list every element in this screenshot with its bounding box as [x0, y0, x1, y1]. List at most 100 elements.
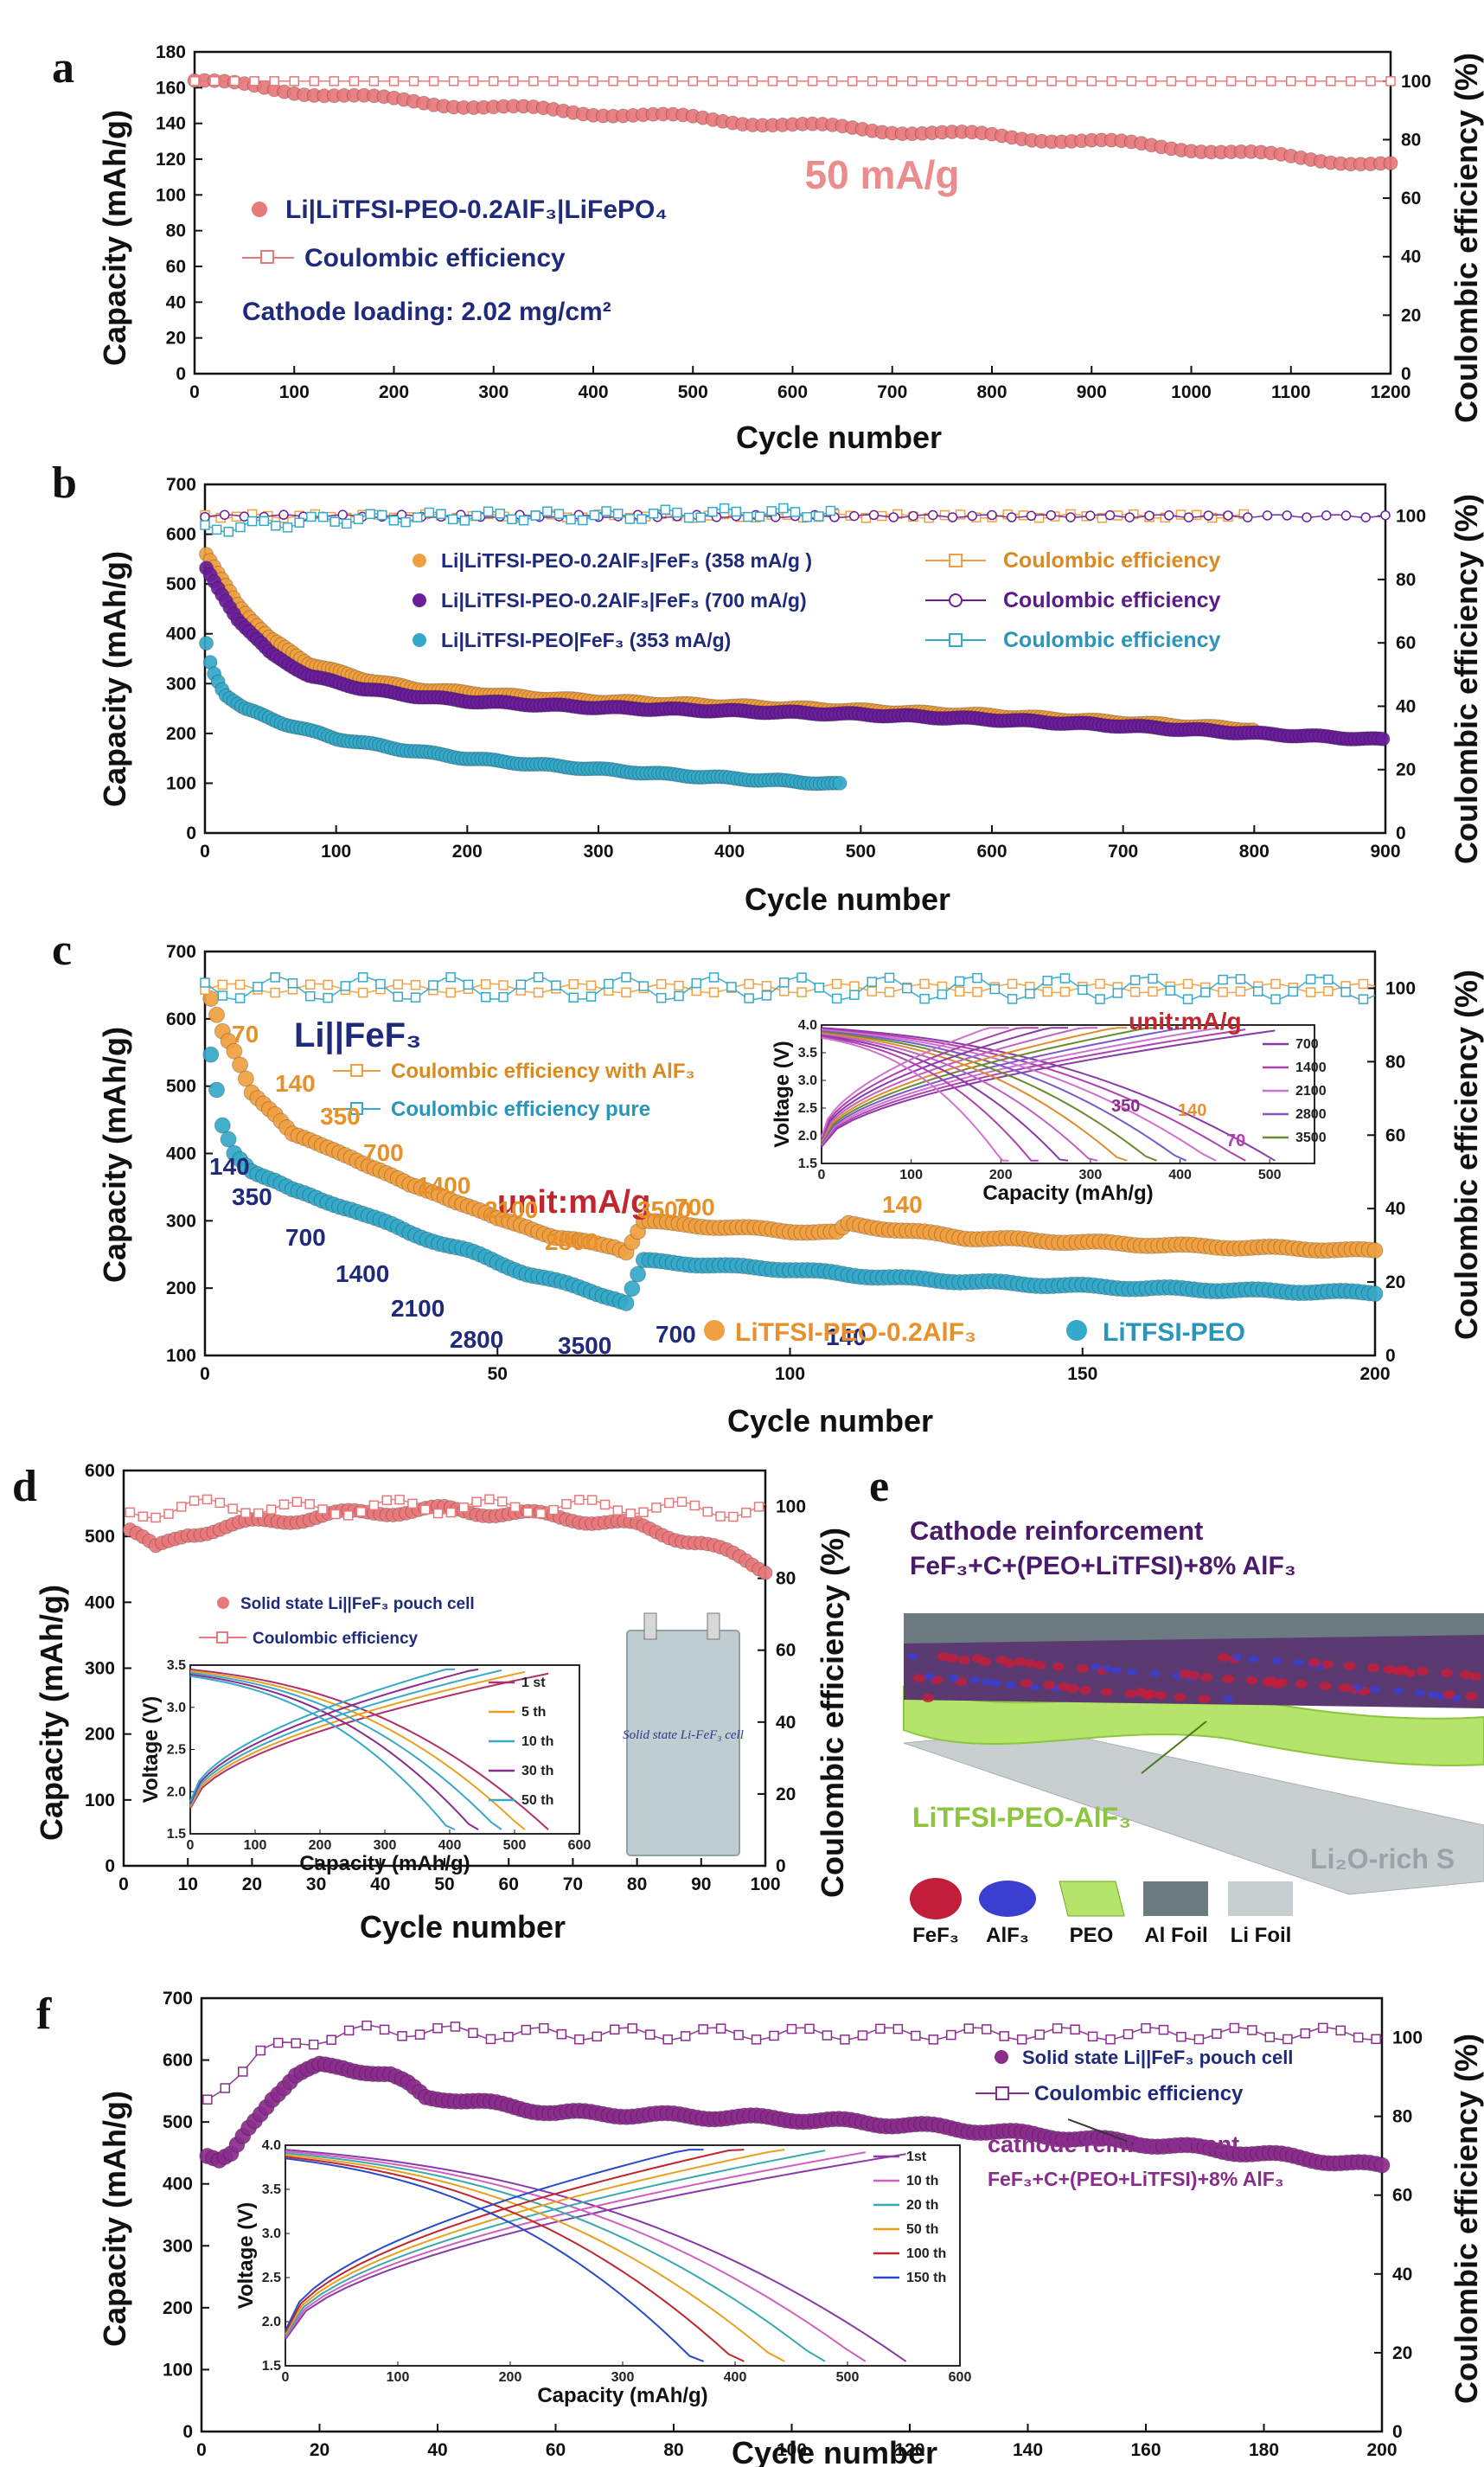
- ce-point: [419, 1504, 431, 1515]
- ce-point: [561, 1499, 572, 1509]
- x-tick-label: 1000: [1171, 382, 1212, 402]
- inset-y-tick-label: 2.5: [167, 1743, 186, 1758]
- ce-point: [163, 1509, 174, 1519]
- rate-label-orange: 140: [882, 1191, 923, 1218]
- x-tick-label: 600: [976, 842, 1007, 862]
- ce-point: [707, 506, 718, 517]
- ce-point: [743, 511, 753, 522]
- ce-point: [568, 992, 579, 1003]
- inset-x-tick-label: 100: [387, 2370, 410, 2385]
- series-1: [199, 561, 1391, 747]
- x-tick-label: 100: [750, 1874, 780, 1894]
- ce-point: [715, 1511, 726, 1522]
- y-tick-label: 300: [163, 2236, 193, 2256]
- inset-x-tick-label: 400: [1168, 1168, 1192, 1182]
- y-tick-label: 500: [85, 1527, 115, 1547]
- ce-point: [610, 2024, 620, 2035]
- fef3-particle: [1052, 1663, 1065, 1671]
- ce-point: [291, 2038, 301, 2048]
- ce-point: [375, 978, 386, 990]
- fef3-particle: [937, 1652, 950, 1661]
- x-tick-label: 300: [478, 382, 509, 402]
- panel-c-unit-label: unit:mA/g: [497, 1184, 650, 1221]
- ce-point: [1346, 76, 1356, 87]
- ce-point: [1141, 2022, 1151, 2034]
- ce-point: [707, 76, 719, 87]
- panel-f-inset: 0 100 200 300 400 500 600 1.5 2.0 2.5 3.0 3.5 4.0 Cap…: [234, 2138, 971, 2407]
- ce-point: [270, 987, 280, 998]
- pouch-cell-tab-left: [643, 1612, 657, 1640]
- ce-point: [542, 506, 553, 516]
- rate-label-orange: 2100: [484, 1196, 538, 1223]
- ce-point: [317, 511, 329, 522]
- ce-point: [521, 2024, 532, 2035]
- ce-point: [1323, 974, 1334, 985]
- x-tick-label: 200: [1359, 1364, 1390, 1384]
- inset-legend-label: 5 th: [521, 1705, 546, 1720]
- ce-point: [138, 1511, 149, 1522]
- ce-point: [849, 981, 860, 991]
- series-1: [202, 2020, 1383, 2105]
- ce-point: [515, 979, 527, 990]
- fef3-particle: [1198, 1695, 1211, 1703]
- inset-xlabel: Capacity (mAh/g): [982, 1182, 1153, 1205]
- y-tick-label: 500: [163, 2112, 193, 2132]
- ce-point: [253, 981, 263, 992]
- ce-point: [691, 977, 702, 989]
- y-tick-label: 0: [186, 823, 196, 843]
- ce-point: [468, 76, 479, 87]
- fef3-particle: [1459, 1670, 1472, 1679]
- panel-c-y2label: Coulombic efficiency (%): [1449, 970, 1484, 1340]
- alf3-particle: [1248, 1656, 1259, 1663]
- ce-point: [919, 993, 930, 1004]
- ce-point: [1144, 510, 1155, 521]
- ce-point: [291, 1496, 303, 1508]
- legend-marker-c-ce2: [350, 1102, 363, 1115]
- y-tick-label: 300: [85, 1659, 115, 1679]
- ce-point: [702, 1506, 713, 1517]
- y-tick-label: 300: [166, 674, 196, 694]
- y2-tick-label: 20: [776, 1785, 796, 1804]
- ce-point: [1007, 512, 1017, 522]
- ce-point: [683, 512, 694, 523]
- x-tick-label: 0: [196, 2440, 207, 2460]
- legend-marker-b-2: [413, 593, 426, 607]
- ce-point: [972, 987, 982, 997]
- ce-point: [972, 972, 982, 984]
- x-tick-label: 10: [178, 1874, 198, 1894]
- legend-e-fef3: FeF₃: [912, 1924, 959, 1947]
- ce-point: [189, 1496, 200, 1506]
- ce-point: [954, 986, 965, 997]
- alf3-icon: [979, 1881, 1036, 1917]
- ce-point: [471, 510, 482, 522]
- ce-point: [278, 1499, 290, 1509]
- x-tick-label: 60: [546, 2440, 566, 2460]
- ce-point: [875, 2023, 886, 2034]
- x-tick-label: 70: [563, 1874, 583, 1894]
- ce-point: [1046, 76, 1057, 87]
- ce-point: [731, 506, 741, 517]
- alf3-particle: [1126, 1669, 1137, 1676]
- capacity-point: [202, 1046, 220, 1063]
- charge-curve: [821, 1027, 1068, 1140]
- ce-point: [1085, 510, 1096, 521]
- ce-point: [1078, 984, 1088, 996]
- inset-y-tick-label: 3.5: [167, 1658, 186, 1673]
- ce-point: [1124, 512, 1135, 522]
- ce-point: [601, 506, 611, 516]
- y-tick-label: 400: [166, 1144, 196, 1164]
- x-tick-label: 80: [663, 2440, 683, 2460]
- panel-a-ylabel: Capacity (mAh/g): [97, 110, 132, 366]
- panel-a-y2label: Coulombic efficiency (%): [1449, 53, 1484, 423]
- ce-point: [588, 76, 598, 87]
- ce-point: [1066, 76, 1077, 87]
- ce-point: [428, 980, 438, 990]
- x-tick-label: 100: [279, 382, 310, 402]
- ce-point: [1027, 76, 1037, 87]
- ce-point: [468, 2028, 478, 2039]
- inset-legend-label: 1400: [1295, 1060, 1327, 1075]
- inset-x-tick-label: 500: [1258, 1168, 1282, 1182]
- ce-point: [754, 511, 765, 522]
- ce-point: [1385, 76, 1396, 87]
- ce-point: [612, 1505, 624, 1515]
